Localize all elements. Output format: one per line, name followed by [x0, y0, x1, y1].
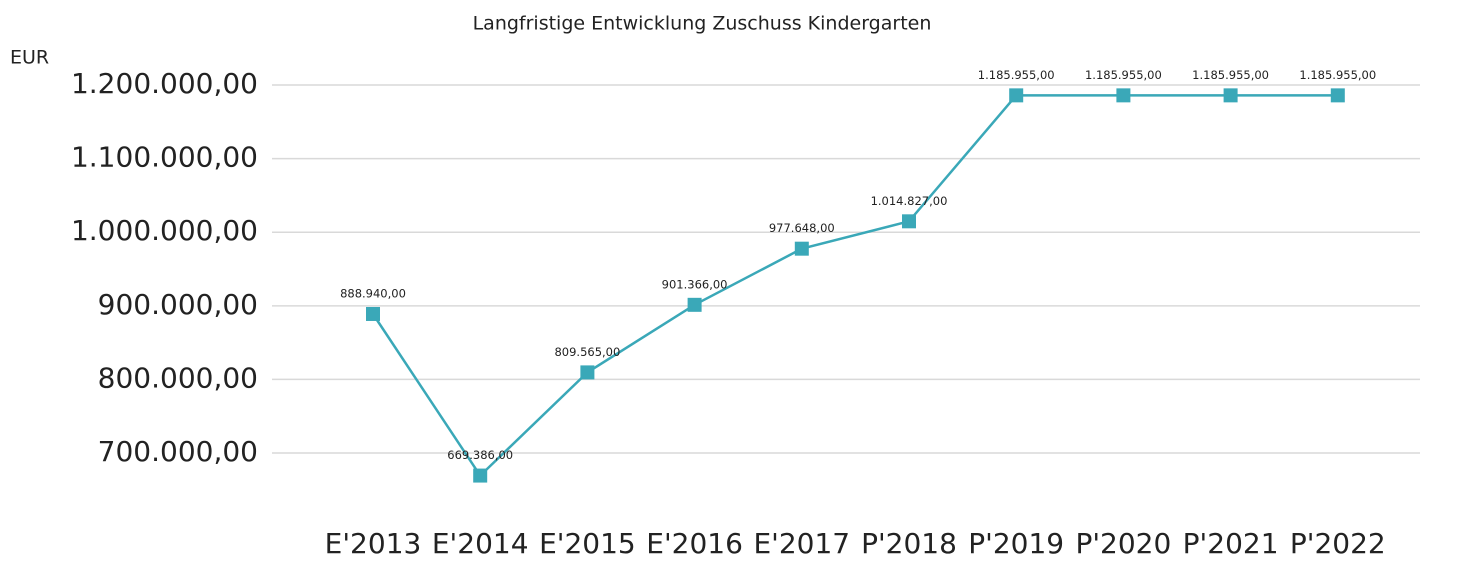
y-tick-label: 1.000.000,00	[71, 214, 258, 247]
marker	[473, 468, 488, 483]
x-tick-label: E'2013	[325, 527, 422, 560]
data-label: 901.366,00	[662, 277, 728, 291]
data-label: 1.185.955,00	[1085, 68, 1162, 82]
x-tick-label: P'2019	[968, 527, 1064, 560]
y-tick-label: 1.200.000,00	[71, 67, 258, 100]
data-label: 977.648,00	[769, 221, 835, 235]
x-tick-label: E'2017	[753, 527, 850, 560]
marker	[1223, 88, 1238, 103]
data-label: 669.386,00	[447, 448, 513, 462]
data-label: 1.185.955,00	[978, 68, 1055, 82]
data-label: 1.185.955,00	[1299, 68, 1376, 82]
y-tick-label: 900.000,00	[98, 288, 258, 321]
data-label: 1.185.955,00	[1192, 68, 1269, 82]
x-tick-label: P'2022	[1290, 527, 1386, 560]
marker	[1009, 88, 1024, 103]
y-tick-label: 1.100.000,00	[71, 141, 258, 174]
data-label: 809.565,00	[554, 345, 620, 359]
marker	[366, 306, 380, 321]
y-tick-label: 700.000,00	[98, 435, 258, 468]
x-tick-label: E'2016	[646, 527, 743, 560]
x-tick-label: E'2014	[432, 527, 529, 560]
marker	[794, 241, 809, 256]
chart-title: Langfristige Entwicklung Zuschuss Kinder…	[473, 13, 932, 35]
data-label: 1.014.827,00	[871, 194, 948, 208]
data-label: 888.940,00	[340, 286, 406, 300]
line	[371, 94, 1338, 478]
x-tick-label: P'2021	[1183, 527, 1279, 560]
marker	[1330, 88, 1345, 103]
x-tick-label: E'2015	[539, 527, 636, 560]
x-tick-label: P'2018	[861, 527, 957, 560]
y-axis-label: EUR	[10, 47, 49, 69]
marker	[902, 214, 916, 229]
marker	[687, 297, 702, 312]
y-tick-label: 800.000,00	[98, 361, 258, 394]
x-tick-label: P'2020	[1075, 527, 1171, 560]
marker	[1116, 88, 1131, 103]
marker	[580, 365, 595, 380]
